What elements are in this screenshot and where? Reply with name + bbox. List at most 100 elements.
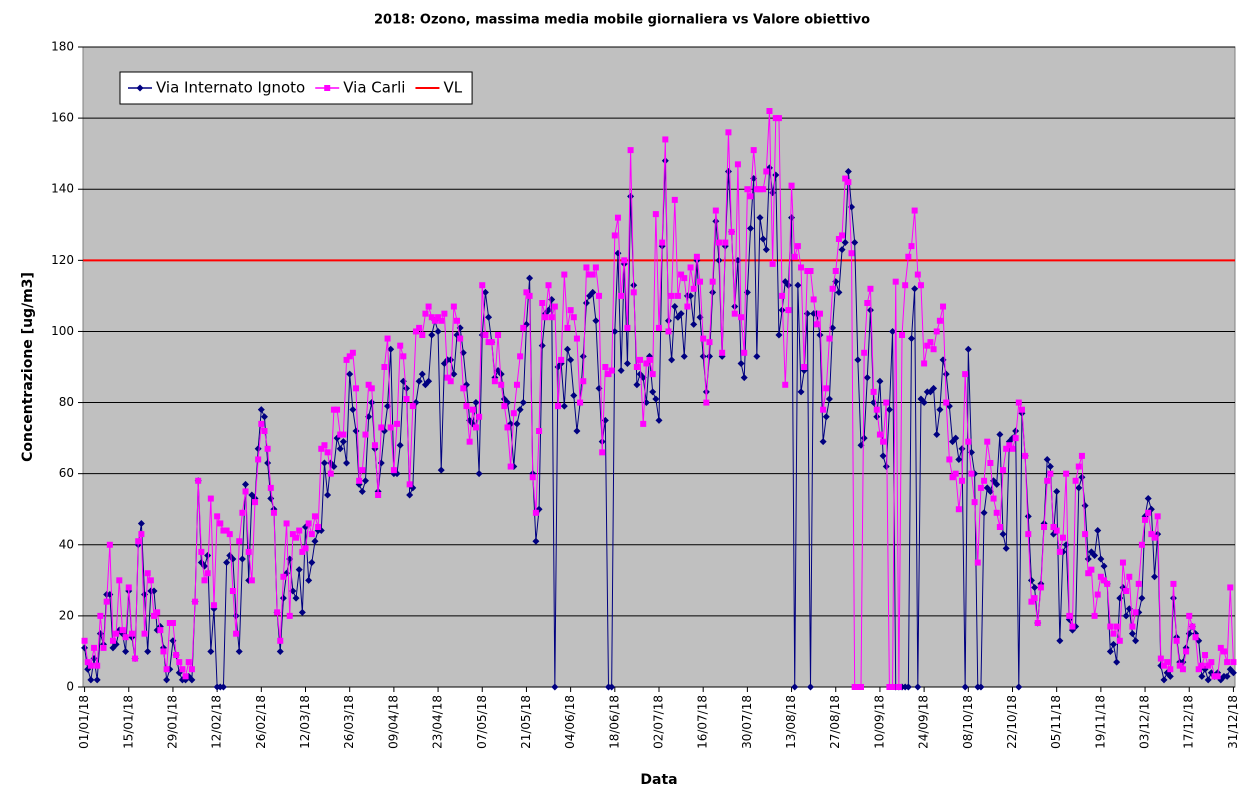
data-point [542,314,549,321]
data-point [1167,666,1174,673]
data-point [908,243,915,250]
data-point [1229,669,1237,677]
data-point [813,321,820,328]
data-point [387,345,395,353]
data-point [254,445,262,453]
data-point [1214,673,1221,680]
data-point [671,196,678,203]
data-point [397,342,404,349]
data-point [403,396,410,402]
data-point [1031,583,1039,591]
data-point [1078,473,1086,481]
data-point [785,307,792,314]
data-point [1044,477,1051,484]
data-point [141,630,148,637]
data-point [358,487,366,495]
data-point [378,424,385,431]
data-point [835,288,843,296]
data-point [538,342,546,350]
data-point [841,239,849,247]
data-point [652,211,659,218]
data-point [1151,573,1159,581]
data-point [933,431,941,439]
data-point [687,264,694,271]
data-point [1129,623,1136,630]
data-point [1157,655,1164,662]
data-point [504,424,511,431]
data-point [782,381,789,388]
data-point [630,289,637,296]
data-point [84,659,91,666]
data-point [643,360,650,367]
data-point [1066,612,1073,619]
x-tick-label: 03/12/18 [1138,695,1152,749]
data-point [917,282,924,289]
data-point [349,349,356,356]
x-tick-label: 09/04/18 [386,695,400,749]
data-point [839,232,846,239]
data-point [1050,524,1057,530]
data-point [1088,566,1095,573]
x-tick-label: 08/10/18 [961,695,975,749]
data-point [242,488,249,495]
data-point [339,438,347,446]
data-point [1204,676,1212,684]
data-point [239,509,246,516]
data-point [361,477,369,485]
data-point [1053,487,1061,495]
series-1 [81,108,1237,690]
data-point [902,282,909,289]
data-point [1173,637,1180,644]
data-point [276,647,284,655]
data-point [406,491,414,499]
data-point [1022,452,1029,459]
data-point [173,652,180,658]
data-point [296,527,303,534]
data-point [1015,683,1023,691]
data-point [400,353,407,360]
data-point [435,314,442,321]
data-point [914,683,922,691]
data-point [1164,659,1171,666]
data-point [394,420,401,427]
data-point [895,684,902,690]
data-point [614,214,621,221]
data-point [668,292,675,299]
data-point [646,356,653,363]
data-point [879,452,887,460]
data-point [930,346,937,353]
x-tick-label: 10/09/18 [872,695,886,749]
data-point [706,339,713,346]
y-tick-label: 0 [66,680,74,694]
data-point [851,239,859,247]
legend-box [119,71,473,105]
data-point [419,332,426,338]
data-point [100,644,107,651]
data-point [851,684,858,690]
data-point [637,356,644,363]
data-point [1046,463,1054,471]
data-point [753,186,760,193]
data-point [536,428,543,434]
data-point [103,598,110,605]
data-point [1138,594,1146,602]
data-point [485,339,492,346]
data-point [1220,648,1227,655]
data-point [412,328,419,335]
data-point [633,364,640,370]
x-tick-label: 30/07/18 [740,695,754,749]
data-point [235,647,243,655]
data-point [794,243,801,250]
data-point [623,359,631,367]
data-point [87,676,95,684]
data-point [753,352,761,360]
data-point [315,524,322,530]
x-tick-label: 01/01/18 [77,695,91,749]
x-tick-label: 18/06/18 [607,695,621,749]
data-point [1091,551,1099,559]
data-point [940,303,947,310]
data-point [245,548,252,555]
y-tick-label: 80 [59,395,74,409]
data-point [289,531,296,538]
data-point [201,577,208,584]
